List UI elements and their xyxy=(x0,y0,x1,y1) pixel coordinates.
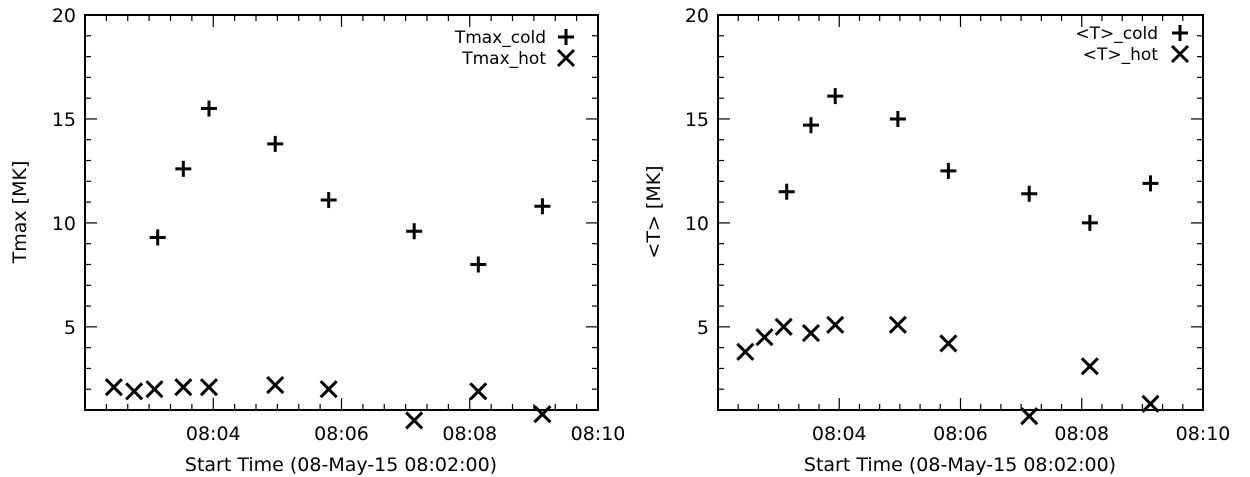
data-point-hot xyxy=(801,324,821,343)
data-point-cold xyxy=(778,183,795,200)
data-point-cold xyxy=(802,117,819,134)
legend: Tmax_cold Tmax_hot xyxy=(454,28,576,69)
legend-label-cold: <T>_cold xyxy=(1075,24,1158,44)
y-tick-label: 10 xyxy=(685,213,709,235)
data-point-hot xyxy=(145,380,164,399)
data-point-hot xyxy=(939,334,958,353)
data-point-cold xyxy=(200,100,217,117)
x-axis-title: Start Time (08-May-15 08:02:00) xyxy=(804,454,1116,476)
data-point-hot xyxy=(1080,357,1099,376)
legend-marker-cross-icon xyxy=(1170,44,1190,64)
data-point-cold xyxy=(175,160,192,177)
data-point-cold xyxy=(940,162,957,179)
legend: <T>_cold <T>_hot xyxy=(1075,24,1190,65)
legend-marker-cross-icon xyxy=(556,48,576,68)
data-point-hot xyxy=(104,378,123,397)
data-point-hot xyxy=(319,380,338,399)
data-point-cold xyxy=(889,110,906,127)
x-tick-label: 08:08 xyxy=(442,423,497,445)
axis-ticks: 08:04 08:06 08:08 08:10 5 10 15 20 xyxy=(685,5,1231,445)
data-point-hot xyxy=(533,405,552,424)
x-tick-label: 08:04 xyxy=(186,423,241,445)
tavg-panel: 08:04 08:06 08:08 08:10 5 10 15 20 Start Time (… xyxy=(643,5,1230,476)
x-tick-label: 08:06 xyxy=(314,423,369,445)
legend-marker-plus-icon xyxy=(558,29,574,45)
data-point-hot xyxy=(774,317,793,336)
data-point-hot xyxy=(1141,394,1160,413)
data-point-cold xyxy=(320,192,337,209)
data-point-hot xyxy=(174,378,193,397)
data-markers xyxy=(736,88,1160,426)
x-tick-label: 08:06 xyxy=(933,423,988,445)
data-point-hot xyxy=(888,315,907,334)
data-point-cold xyxy=(149,229,166,246)
x-tick-label: 08:04 xyxy=(812,423,867,445)
data-point-cold xyxy=(470,256,487,273)
y-axis-title: Tmax [MK] xyxy=(9,161,31,265)
axis-ticks: 08:04 08:06 08:08 08:10 5 10 15 20 xyxy=(52,5,626,445)
plot-frame xyxy=(84,14,599,411)
data-point-cold xyxy=(1142,175,1159,192)
x-tick-label: 08:10 xyxy=(1176,423,1231,445)
data-point-hot xyxy=(755,328,774,347)
tmax-panel: 08:04 08:06 08:08 08:10 5 10 15 20 Start Time (… xyxy=(9,5,625,476)
data-point-cold xyxy=(1021,185,1038,202)
data-point-hot xyxy=(1020,407,1039,426)
y-tick-label: 20 xyxy=(685,5,709,27)
data-point-hot xyxy=(469,382,488,401)
data-point-cold xyxy=(534,198,551,215)
legend-marker-plus-icon xyxy=(1172,25,1188,41)
y-tick-label: 5 xyxy=(697,317,709,339)
plot-frame xyxy=(717,14,1204,411)
y-axis-title: <T> [MK] xyxy=(643,165,665,258)
data-point-hot xyxy=(405,411,424,430)
data-point-hot xyxy=(736,342,755,361)
legend-label-cold: Tmax_cold xyxy=(454,28,546,48)
data-point-cold xyxy=(267,135,284,152)
y-tick-label: 20 xyxy=(52,5,76,27)
y-tick-label: 15 xyxy=(52,109,76,131)
data-point-hot xyxy=(266,375,285,395)
x-axis-title: Start Time (08-May-15 08:02:00) xyxy=(185,454,497,476)
data-point-hot xyxy=(826,315,845,334)
x-tick-label: 08:10 xyxy=(571,423,626,445)
data-point-hot xyxy=(199,378,219,397)
data-point-cold xyxy=(406,223,423,240)
data-point-cold xyxy=(827,88,844,105)
data-markers xyxy=(104,100,552,430)
data-point-hot xyxy=(125,382,144,401)
legend-label-hot: Tmax_hot xyxy=(461,49,546,69)
x-tick-label: 08:08 xyxy=(1054,423,1109,445)
y-tick-label: 10 xyxy=(52,213,76,235)
data-point-cold xyxy=(1081,214,1098,231)
y-tick-label: 15 xyxy=(685,109,709,131)
legend-label-hot: <T>_hot xyxy=(1083,45,1159,65)
y-tick-label: 5 xyxy=(64,317,76,339)
